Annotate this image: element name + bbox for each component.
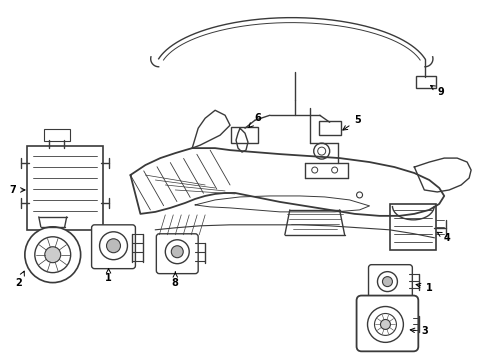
FancyBboxPatch shape [156,234,198,274]
Text: 1: 1 [416,283,433,293]
Circle shape [172,246,183,258]
Circle shape [332,167,338,173]
FancyBboxPatch shape [44,129,70,141]
Circle shape [380,319,391,329]
FancyBboxPatch shape [368,265,413,298]
Circle shape [314,143,330,159]
Text: 8: 8 [172,272,179,288]
Text: 6: 6 [249,113,261,127]
FancyBboxPatch shape [391,204,436,250]
FancyBboxPatch shape [416,76,436,88]
Circle shape [45,247,61,263]
Circle shape [35,237,71,273]
Text: 7: 7 [9,185,25,195]
Text: 2: 2 [16,271,24,288]
Circle shape [106,239,121,253]
Circle shape [165,240,189,264]
Circle shape [312,167,318,173]
FancyBboxPatch shape [92,225,135,269]
FancyBboxPatch shape [231,127,258,143]
Circle shape [374,314,396,336]
Circle shape [357,192,363,198]
Circle shape [99,232,127,260]
FancyBboxPatch shape [357,296,418,351]
Circle shape [383,276,392,287]
FancyBboxPatch shape [318,121,341,135]
Text: 1: 1 [105,269,112,283]
Circle shape [368,306,403,342]
FancyBboxPatch shape [27,146,102,230]
Text: 3: 3 [410,327,428,336]
Circle shape [377,272,397,292]
Text: 9: 9 [431,85,444,97]
Text: 4: 4 [437,232,451,243]
Text: 5: 5 [343,115,361,130]
Circle shape [318,147,326,155]
Circle shape [25,227,81,283]
